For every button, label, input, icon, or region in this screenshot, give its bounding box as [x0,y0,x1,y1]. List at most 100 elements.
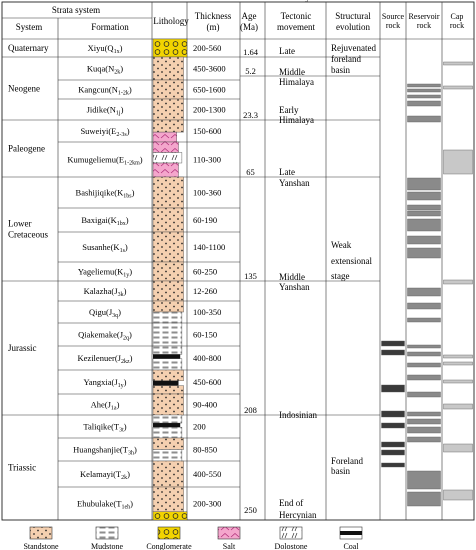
formation-paren-open: ( [105,43,108,53]
reservoir-rock-band [407,177,441,191]
thickness-value: 12-260 [193,286,217,296]
lithology-coal-bed [153,354,181,359]
reservoir-rock-band [407,411,441,417]
formation-code-sub: 2kz [121,359,130,365]
header-strata-system: Strata system [52,5,100,15]
formation-code-sub: 3k [118,292,124,298]
formation-paren-close: ) [129,85,132,95]
formation-code-sub: 3h [128,451,134,457]
formation-paren-close: ) [134,445,137,455]
reservoir-rock-band [407,218,441,232]
formation-code: E [111,126,116,136]
thickness-value: 400-800 [193,353,221,363]
cap-rock-band [443,85,473,90]
header-cap-1: Cap [451,12,464,21]
formation-name: Huangshanjie(T3h) [73,445,137,457]
thickness-value: 100-350 [193,307,221,317]
formation-paren-open: ( [109,85,112,95]
lithology-legend: Standstone Mudstone Conglomerate Salt Dolost… [23,526,363,550]
lithology-mud-block [152,449,183,462]
legend-label: Dolostone [275,542,308,550]
source-rock-band [381,349,405,356]
reservoir-rock-band [407,287,441,297]
age-label: 208 [244,405,257,415]
reservoir-rock-band [407,100,441,107]
formation-paren-close: ) [129,267,132,277]
reservoir-rock-band [407,391,441,398]
reservoir-rock-band [407,426,441,434]
formation-code: J [109,307,113,317]
formation-paren-close: ) [129,330,132,340]
formation-code-sub: 2k [121,475,127,481]
system-name: Neogene [8,84,40,94]
cap-rock-band [443,403,473,410]
formation-paren-open: ( [111,422,114,432]
formation-paren-close: ) [117,400,120,410]
lithology-salt-block [152,141,179,153]
formation-code: T [123,445,129,455]
header-tectonic-2: movement [277,22,315,32]
formation-paren-close: ) [125,242,128,252]
cap-rock-band [443,354,473,359]
formation-label: Bashijiqike [76,188,115,198]
system-name: Quaternary [8,43,49,53]
tectonic-movement: Hercynian [279,510,317,520]
formation-code: Q [107,43,113,53]
header-formation: Formation [91,22,129,32]
lithology-mud-block [152,322,183,347]
formation-name: Yageliemu(K1y) [78,267,132,279]
formation-paren-close: ) [127,469,130,479]
formation-code-sub: 3q [112,313,118,319]
source-rock-band [381,384,405,393]
thickness-value: 450-3600 [193,64,226,74]
thickness-value: 100-360 [193,188,221,198]
header-thickness-1: Thickness [195,11,232,21]
formation-code: J [118,353,122,363]
legend-label: Conglomerate [146,542,192,550]
formation-code-sub: 2q [123,336,129,342]
thickness-value: 200 [193,422,206,432]
lithology-sand-block [152,460,184,488]
formation-code: J [120,330,124,340]
header-source-2: rock [386,21,400,30]
header-reservoir-1: Reservoir [408,12,439,21]
lithology-mud-block [152,414,183,424]
formation-name: Ahe(J1a) [91,400,120,412]
formation-paren-open: ( [114,188,117,198]
age-column: 1.64 5.2 23.3 65 135 208 250 [243,47,259,515]
age-label: 65 [246,167,255,177]
formation-code: K [113,242,120,252]
lithology-sand-block [152,176,184,209]
tectonic-movement: End of [279,498,303,508]
formation-paren-open: ( [105,64,108,74]
formation-code: K [117,188,124,198]
formation-paren-close: ) [130,353,133,363]
thickness-value: 150-600 [193,126,221,136]
system-name: Lower [8,219,32,229]
formation-paren-close: ) [130,499,133,509]
legend-sand-swatch [29,526,53,540]
formation-code-sub: 1j [116,111,121,117]
thickness-value: 400-550 [193,469,221,479]
formation-paren-open: ( [114,267,117,277]
reservoir-rock-band [407,204,441,211]
reservoir-rock-band [407,470,441,490]
legend-label: Standstone [23,542,59,550]
formation-label: Xiyu [88,43,106,53]
age-label: 135 [244,271,257,281]
system-column: Quaternary Neogene Paleogene LowerCretaceou… [8,43,49,473]
formation-label: Qiakemake [78,330,117,340]
legend-label: Salt [223,542,236,550]
legend-salt-swatch [217,526,241,540]
reservoir-rock-band [407,344,441,349]
formation-paren-open: ( [111,377,114,387]
tectonic-movement: Late [279,167,295,177]
formation-name: Kuqa(N2k) [87,64,123,76]
header-age-2: (Ma) [240,22,258,32]
formation-paren-open: ( [113,499,116,509]
formation-name: Kelamayi(T2k) [80,469,130,481]
header-structural-2: evolution [336,22,370,32]
formation-paren-close: ) [126,215,129,225]
tectonic-movement: Himalaya [279,77,314,87]
formation-code: K [111,215,118,225]
